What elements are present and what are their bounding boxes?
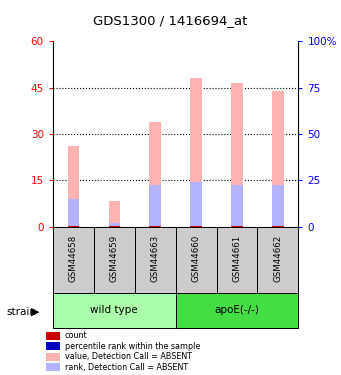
Text: count: count <box>65 331 87 340</box>
Bar <box>108 223 120 227</box>
Bar <box>231 185 243 227</box>
Bar <box>94 227 135 292</box>
Text: GSM44661: GSM44661 <box>233 235 241 282</box>
Bar <box>272 91 284 227</box>
Text: value, Detection Call = ABSENT: value, Detection Call = ABSENT <box>65 352 192 361</box>
Bar <box>231 83 243 227</box>
Bar <box>272 185 284 227</box>
Text: apoE(-/-): apoE(-/-) <box>214 305 260 315</box>
Bar <box>149 226 161 227</box>
Bar <box>190 226 202 227</box>
Bar <box>176 227 217 292</box>
Text: ▶: ▶ <box>31 307 40 317</box>
Bar <box>68 226 79 227</box>
Text: GSM44658: GSM44658 <box>69 235 78 282</box>
Bar <box>217 227 257 292</box>
Bar <box>176 292 298 328</box>
Text: GDS1300 / 1416694_at: GDS1300 / 1416694_at <box>93 14 248 27</box>
Bar <box>53 292 176 328</box>
Text: strain: strain <box>7 307 37 317</box>
Bar <box>53 227 94 292</box>
Text: wild type: wild type <box>90 305 138 315</box>
Bar <box>68 199 79 227</box>
Text: GSM44662: GSM44662 <box>273 235 282 282</box>
Bar <box>257 227 298 292</box>
Bar <box>108 201 120 227</box>
Bar <box>135 227 176 292</box>
Bar <box>68 147 79 227</box>
Text: GSM44660: GSM44660 <box>192 235 201 282</box>
Text: rank, Detection Call = ABSENT: rank, Detection Call = ABSENT <box>65 363 188 372</box>
Bar <box>149 122 161 227</box>
Bar <box>149 185 161 227</box>
Bar <box>231 226 243 227</box>
Bar <box>190 78 202 227</box>
Text: GSM44663: GSM44663 <box>151 235 160 282</box>
Text: percentile rank within the sample: percentile rank within the sample <box>65 342 200 351</box>
Bar <box>272 226 284 227</box>
Bar <box>190 182 202 227</box>
Bar <box>108 226 120 227</box>
Text: GSM44659: GSM44659 <box>110 235 119 282</box>
